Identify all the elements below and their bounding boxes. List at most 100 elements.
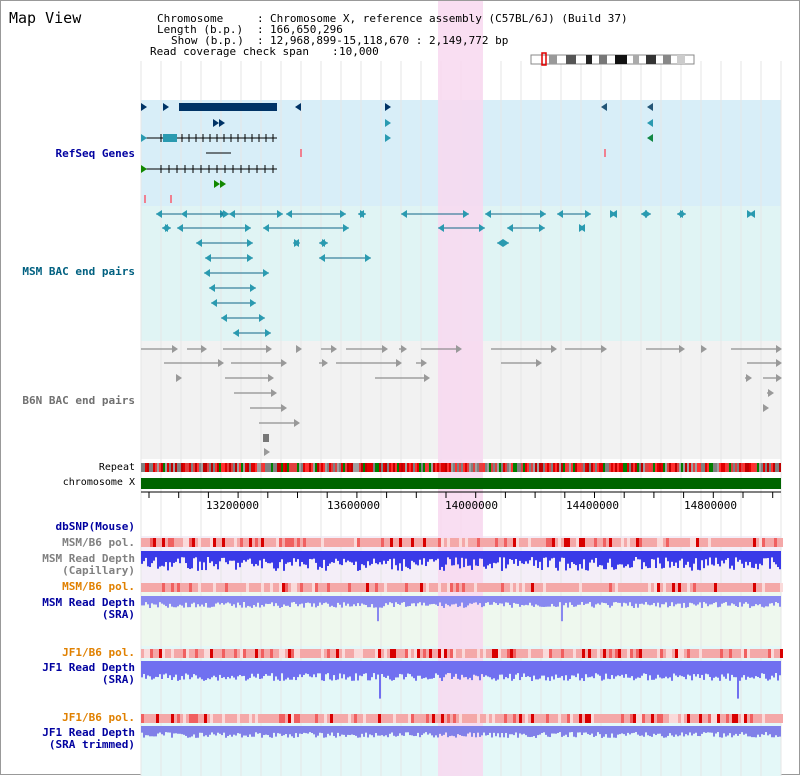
read-depth-bar: [185, 726, 187, 736]
repeat-segment: [153, 463, 155, 472]
polymorphism-heat-cell: [258, 714, 261, 723]
read-depth-bar: [701, 726, 703, 734]
polymorphism-heat-cell: [525, 583, 528, 592]
polymorphism-heat-cell: [606, 583, 609, 592]
repeat-segment: [585, 463, 587, 472]
polymorphism-heat-cell: [576, 714, 579, 723]
read-depth-bar: [619, 596, 621, 603]
polymorphism-heat-cell: [708, 538, 711, 547]
read-depth-bar: [713, 596, 715, 604]
read-depth-bar: [365, 596, 367, 606]
repeat-segment: [239, 463, 241, 472]
track-label-msm-bac[interactable]: MSM BAC end pairs: [22, 265, 135, 278]
read-depth-bar: [353, 596, 355, 605]
repeat-segment: [641, 463, 643, 472]
read-depth-bar: [303, 661, 305, 675]
repeat-segment: [161, 463, 163, 472]
polymorphism-heat-cell: [501, 649, 504, 658]
repeat-segment: [721, 463, 723, 472]
read-depth-bar: [295, 661, 297, 681]
track-label-jf1-depth-sra[interactable]: JF1 Read Depth: [42, 661, 135, 674]
track-label-msm-depth-capillary[interactable]: MSM Read Depth: [42, 552, 135, 565]
read-depth-bar: [493, 661, 495, 679]
repeat-segment: [565, 463, 567, 472]
polymorphism-heat-cell: [378, 583, 381, 592]
polymorphism-heat-cell: [726, 714, 729, 723]
repeat-segment: [617, 463, 619, 472]
polymorphism-heat-cell: [414, 649, 417, 658]
read-depth-bar: [385, 726, 387, 736]
read-depth-bar: [393, 596, 395, 607]
read-depth-bar: [345, 661, 347, 680]
read-depth-bar: [475, 726, 477, 738]
read-depth-bar: [617, 596, 619, 603]
read-depth-bar: [753, 726, 755, 738]
read-depth-bar: [343, 596, 345, 603]
repeat-segment: [467, 463, 469, 472]
read-depth-bar: [535, 596, 537, 605]
read-depth-bar: [401, 551, 403, 571]
repeat-segment: [521, 463, 523, 472]
track-label-msm-b6-pol[interactable]: MSM/B6 pol.: [62, 536, 135, 549]
read-depth-bar: [369, 661, 371, 681]
track-label-msm-b6-pol-sra[interactable]: MSM/B6 pol.: [62, 580, 135, 593]
gene-arrow: [211, 299, 217, 307]
read-depth-bar: [447, 661, 449, 674]
read-depth-bar: [285, 596, 287, 606]
track-label-msm-depth-sra[interactable]: MSM Read Depth: [42, 596, 135, 609]
repeat-segment: [481, 463, 483, 472]
polymorphism-heat-cell: [558, 714, 561, 723]
polymorphism-heat-cell: [723, 649, 726, 658]
read-depth-bar: [627, 596, 629, 606]
polymorphism-heat-cell: [141, 538, 144, 547]
read-depth-bar: [585, 661, 587, 675]
track-label-repeat[interactable]: Repeat: [98, 462, 135, 473]
track-label-jf1-b6-pol[interactable]: JF1/B6 pol.: [62, 646, 135, 659]
polymorphism-heat-cell: [750, 538, 753, 547]
polymorphism-heat-cell: [744, 583, 747, 592]
track-label-dbsnp[interactable]: dbSNP(Mouse): [55, 520, 135, 533]
polymorphism-heat-cell: [579, 583, 582, 592]
repeat-segment: [443, 463, 445, 472]
polymorphism-heat-cell: [192, 583, 195, 592]
read-depth-bar: [737, 726, 739, 736]
polymorphism-heat-cell: [450, 714, 453, 723]
read-depth-bar: [581, 596, 583, 603]
read-depth-bar: [399, 551, 401, 564]
read-depth-bar: [463, 661, 465, 678]
track-label-refseq-genes[interactable]: RefSeq Genes: [55, 147, 135, 160]
gene-arrow: [172, 345, 178, 353]
read-depth-bar: [175, 596, 177, 608]
read-depth-bar: [415, 596, 417, 607]
read-depth-bar: [147, 726, 149, 736]
polymorphism-heat-cell: [717, 583, 720, 592]
track-label-jf1-b6-pol-2[interactable]: JF1/B6 pol.: [62, 711, 135, 724]
polymorphism-heat-cell: [396, 583, 399, 592]
read-depth-bar: [425, 596, 427, 606]
read-depth-bar: [375, 596, 377, 608]
polymorphism-heat-cell: [555, 714, 558, 723]
gene-arrow: [281, 359, 287, 367]
read-depth-bar: [235, 551, 237, 570]
read-depth-bar: [549, 726, 551, 738]
read-depth-bar: [211, 551, 213, 562]
track-label-jf1-depth-trimmed[interactable]: JF1 Read Depth: [42, 726, 135, 739]
polymorphism-heat-cell: [237, 714, 240, 723]
track-label-b6n-bac[interactable]: B6N BAC end pairs: [22, 394, 135, 407]
polymorphism-heat-cell: [345, 583, 348, 592]
polymorphism-heat-cell: [144, 538, 147, 547]
gene-feature: [300, 149, 302, 157]
track-label-chromosome[interactable]: chromosome X: [62, 477, 135, 488]
polymorphism-heat-cell: [480, 583, 483, 592]
read-depth-bar: [209, 551, 211, 563]
polymorphism-heat-cell: [594, 649, 597, 658]
read-depth-bar: [265, 596, 267, 604]
gene-arrow: [250, 284, 256, 292]
polymorphism-heat-cell: [708, 649, 711, 658]
repeat-segment: [757, 463, 759, 472]
polymorphism-heat-cell: [300, 538, 303, 547]
polymorphism-heat-cell: [753, 538, 756, 547]
read-depth-bar: [187, 551, 189, 569]
read-depth-bar: [723, 551, 725, 564]
